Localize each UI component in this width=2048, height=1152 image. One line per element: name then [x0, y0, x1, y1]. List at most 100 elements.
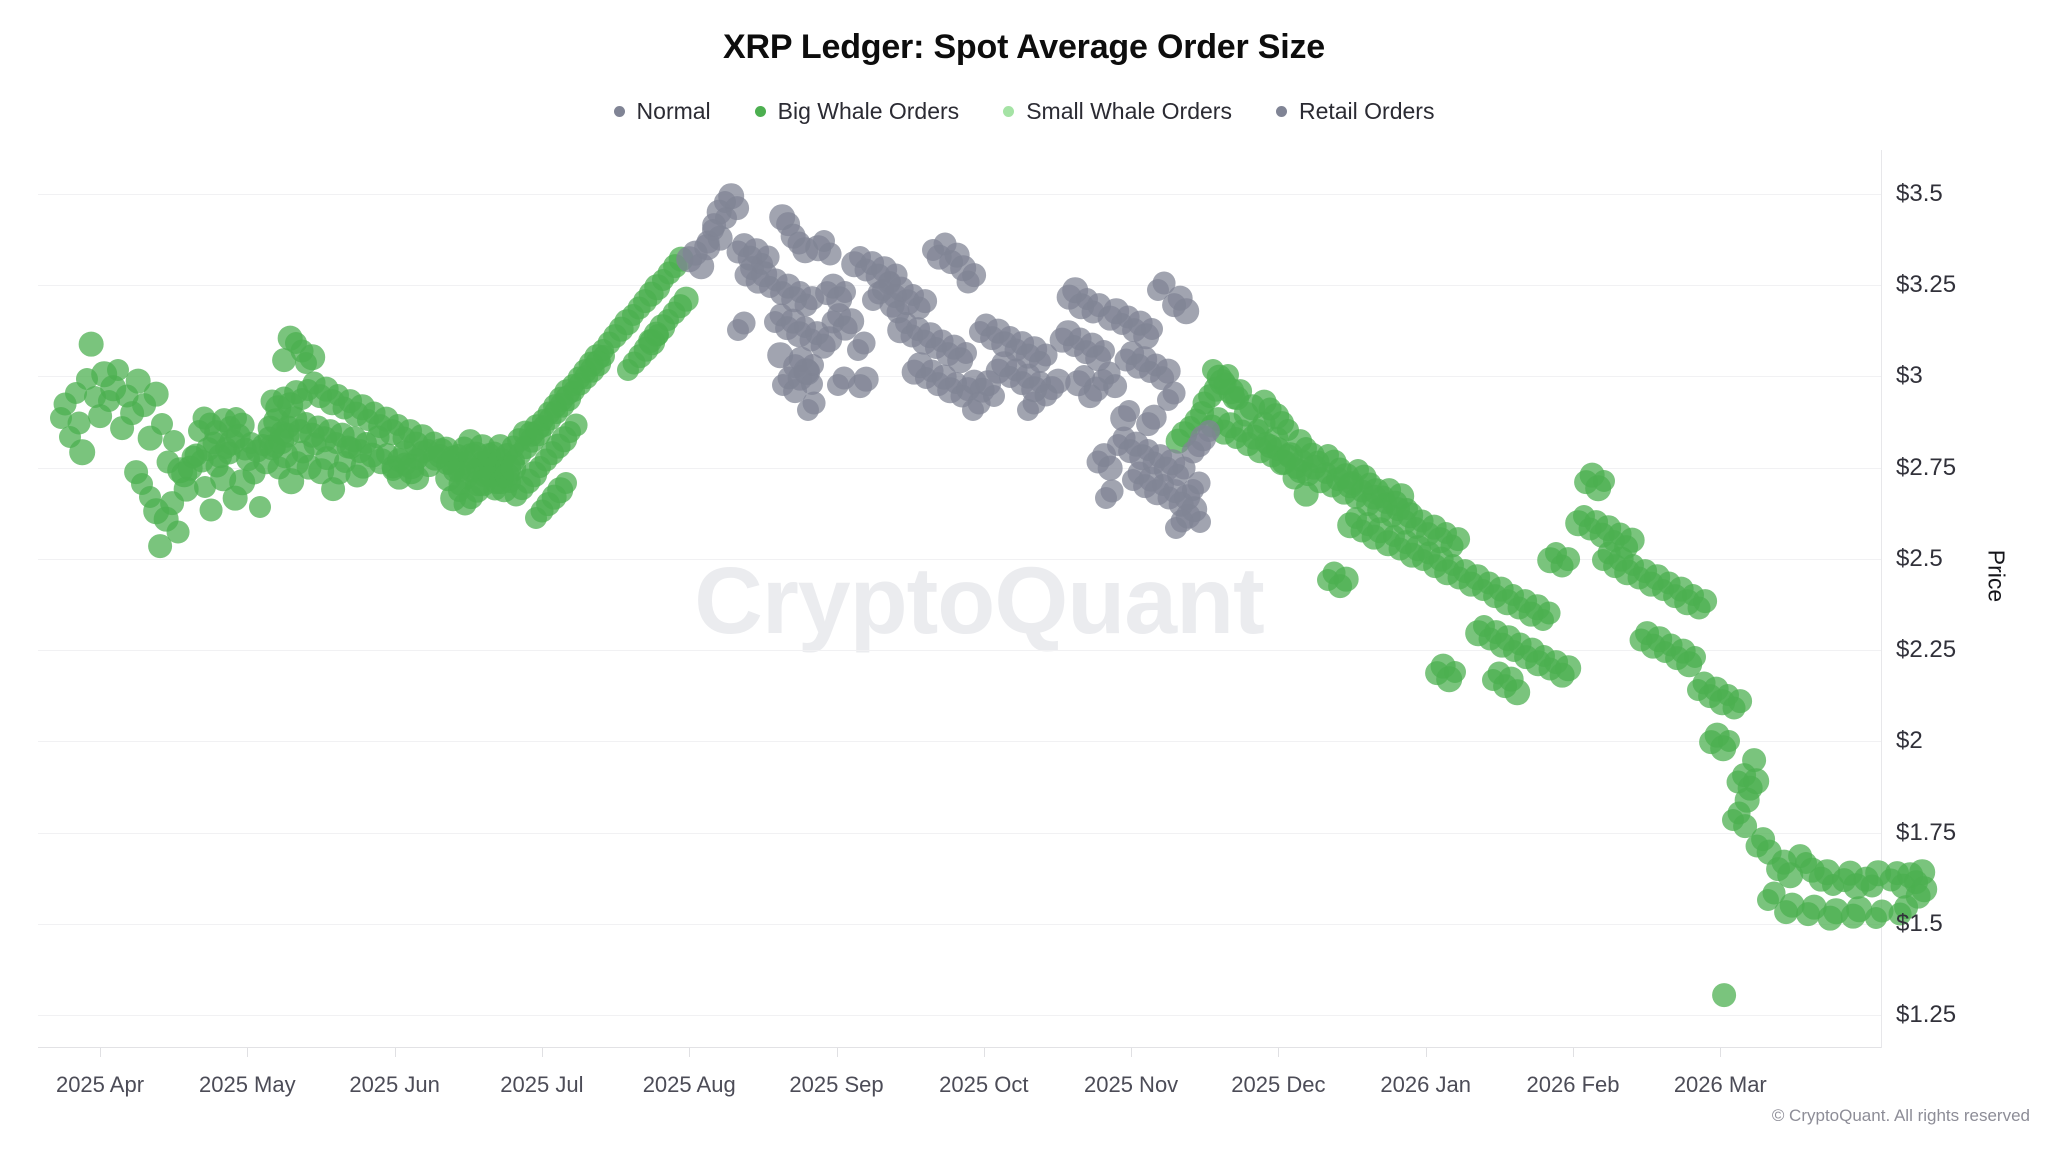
data-point-big-whale	[555, 472, 577, 494]
data-point-big-whale	[78, 331, 104, 357]
data-point-big-whale	[1537, 601, 1561, 625]
data-point-normal	[802, 391, 826, 415]
data-point-big-whale	[1718, 730, 1740, 752]
data-point-big-whale	[405, 466, 429, 490]
y-tick-label: $1.25	[1896, 1001, 1957, 1029]
data-point-normal	[834, 281, 856, 303]
x-tick-mark	[394, 1048, 396, 1057]
data-point-big-whale	[1742, 748, 1766, 772]
data-point-big-whale	[1693, 589, 1717, 613]
data-point-big-whale	[229, 412, 255, 438]
data-point-big-whale	[1504, 679, 1530, 705]
data-point-normal	[732, 311, 756, 335]
copyright-footer: © CryptoQuant. All rights reserved	[1771, 1106, 2030, 1125]
data-point-big-whale	[148, 534, 172, 558]
data-point-big-whale	[272, 348, 296, 372]
legend-item-0[interactable]: Normal	[613, 98, 711, 125]
data-point-big-whale	[673, 286, 699, 312]
legend-item-3[interactable]: Retail Orders	[1275, 98, 1434, 125]
plot-area	[38, 150, 1937, 1057]
y-tick-label: $3.25	[1896, 271, 1957, 299]
data-point-big-whale	[1225, 386, 1249, 410]
x-tick-label: 2025 Aug	[642, 1072, 736, 1097]
data-point-normal	[818, 242, 842, 266]
x-tick-mark	[541, 1048, 543, 1057]
y-tick-label: $3	[1896, 362, 1923, 390]
x-tick-label: 2025 Jun	[349, 1072, 440, 1097]
data-point-normal	[1141, 318, 1163, 340]
legend-dot-icon	[754, 106, 766, 117]
x-tick-label: 2025 Jul	[500, 1072, 584, 1097]
data-point-normal	[1100, 479, 1124, 503]
y-tick-label: $1.75	[1896, 818, 1957, 846]
x-tick-label: 2026 Jan	[1380, 1072, 1471, 1097]
data-point-big-whale	[67, 411, 91, 435]
y-tick-label: $2.5	[1896, 544, 1943, 572]
data-point-big-whale	[199, 498, 223, 522]
x-tick-mark	[100, 1048, 101, 1057]
data-point-normal	[838, 308, 864, 334]
y-tick-label: $3.5	[1896, 179, 1943, 207]
data-point-big-whale	[1712, 983, 1736, 1007]
x-tick-label: 2025 Sep	[789, 1072, 884, 1097]
gridline	[38, 1015, 1882, 1017]
data-point-big-whale	[1684, 646, 1706, 668]
x-axis-line	[38, 1047, 1882, 1048]
legend-dot-icon	[1275, 106, 1287, 117]
legend-dot-icon	[613, 106, 625, 117]
data-point-big-whale	[564, 413, 588, 437]
gridline	[38, 832, 1882, 834]
data-point-big-whale	[1911, 876, 1937, 902]
data-point-normal	[1141, 404, 1167, 430]
data-point-big-whale	[1333, 566, 1359, 592]
x-tick-mark	[689, 1048, 691, 1057]
data-point-big-whale	[1728, 689, 1752, 713]
data-point-normal	[1056, 284, 1082, 310]
legend-item-1[interactable]: Big Whale Orders	[754, 98, 960, 125]
page-title: XRP Ledger: Spot Average Order Size	[722, 28, 1326, 66]
x-tick-label: 2025 Apr	[55, 1072, 145, 1097]
data-point-big-whale	[124, 460, 148, 484]
y-tick-label: $2	[1896, 727, 1923, 755]
data-point-normal	[967, 391, 991, 415]
data-point-normal	[1022, 391, 1046, 415]
data-point-big-whale	[107, 359, 129, 381]
x-tick-label: 2025 Oct	[939, 1072, 1029, 1097]
y-axis-line	[1881, 150, 1882, 1048]
data-point-big-whale	[1762, 881, 1786, 905]
data-point-big-whale	[163, 430, 185, 452]
data-point-normal	[696, 230, 720, 254]
data-point-normal	[1155, 358, 1181, 384]
data-point-normal	[1152, 271, 1176, 295]
gridline	[38, 923, 1882, 925]
legend-label: Big Whale Orders	[777, 98, 960, 124]
data-point-normal	[1118, 400, 1140, 422]
data-point-normal	[1034, 343, 1058, 367]
scatter-points	[38, 150, 1937, 1048]
data-point-big-whale	[151, 413, 173, 435]
gridline	[38, 741, 1882, 743]
data-point-big-whale	[69, 439, 95, 465]
y-axis-title: Price	[1983, 549, 2010, 603]
legend-label: Normal	[636, 98, 711, 124]
x-tick-mark	[1131, 1048, 1133, 1057]
data-point-normal	[1103, 374, 1127, 398]
data-point-big-whale	[647, 324, 669, 346]
gridline	[38, 193, 1882, 195]
legend-item-2[interactable]: Small Whale Orders	[1003, 98, 1232, 125]
data-point-normal	[776, 212, 800, 236]
data-point-big-whale	[1733, 814, 1757, 838]
data-point-big-whale	[1555, 655, 1581, 681]
legend-dot-icon	[1003, 106, 1015, 117]
data-point-big-whale	[1734, 787, 1760, 813]
data-point-big-whale	[1396, 498, 1418, 520]
x-tick-mark	[247, 1048, 249, 1057]
data-point-normal	[1189, 511, 1211, 533]
data-point-normal	[1187, 471, 1211, 495]
data-point-big-whale	[249, 496, 271, 518]
data-point-normal	[767, 342, 793, 368]
x-tick-mark	[1425, 1048, 1427, 1057]
x-tick-label: 2026 Mar	[1673, 1072, 1767, 1097]
data-point-normal	[955, 342, 977, 364]
